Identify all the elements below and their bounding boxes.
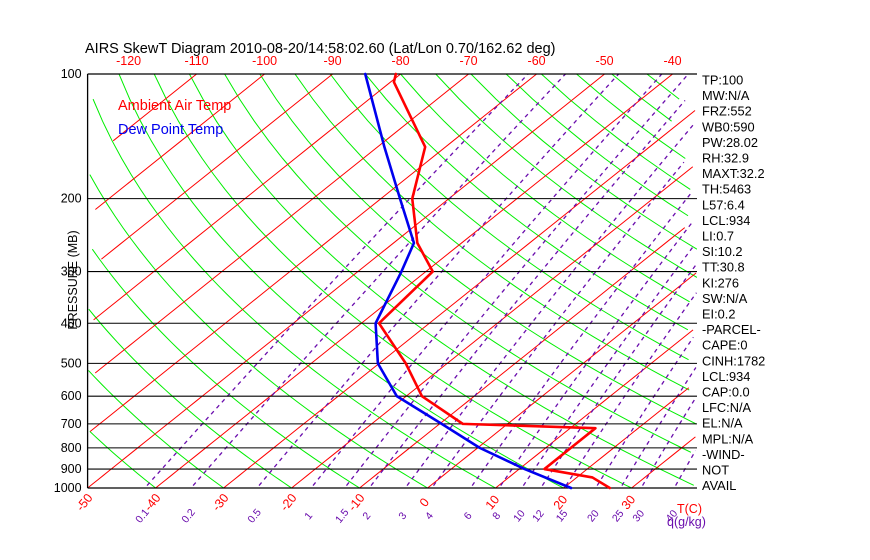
svg-text:-WIND-: -WIND-	[702, 447, 745, 462]
svg-text:LI:0.7: LI:0.7	[702, 229, 734, 244]
svg-text:NOT: NOT	[702, 463, 729, 478]
svg-text:SW:N/A: SW:N/A	[702, 291, 748, 306]
svg-text:MPL:N/A: MPL:N/A	[702, 431, 754, 446]
svg-text:q(g/kg): q(g/kg)	[667, 515, 706, 529]
svg-text:LCL:934: LCL:934	[702, 369, 750, 384]
svg-text:AVAIL: AVAIL	[702, 478, 736, 493]
svg-text:Dew Point Temp: Dew Point Temp	[118, 122, 223, 138]
svg-text:MW:N/A: MW:N/A	[702, 88, 750, 103]
svg-text:EL:N/A: EL:N/A	[702, 416, 743, 431]
svg-text:AIRS SkewT Diagram 2010-08-20/: AIRS SkewT Diagram 2010-08-20/14:58:02.6…	[85, 41, 556, 57]
svg-text:-50: -50	[596, 54, 614, 68]
svg-text:CAP:0.0: CAP:0.0	[702, 385, 750, 400]
svg-text:CAPE:0: CAPE:0	[702, 338, 748, 353]
svg-text:WB0:590: WB0:590	[702, 119, 755, 134]
svg-text:RH:32.9: RH:32.9	[702, 151, 749, 166]
svg-text:-PARCEL-: -PARCEL-	[702, 322, 761, 337]
svg-text:CINH:1782: CINH:1782	[702, 353, 765, 368]
svg-text:L57:6.4: L57:6.4	[702, 197, 745, 212]
svg-text:SI:10.2: SI:10.2	[702, 244, 743, 259]
svg-text:Ambient Air Temp: Ambient Air Temp	[118, 98, 231, 114]
svg-text:KI:276: KI:276	[702, 275, 739, 290]
svg-text:500: 500	[61, 356, 82, 370]
svg-text:FRZ:552: FRZ:552	[702, 104, 752, 119]
svg-text:200: 200	[61, 192, 82, 206]
svg-text:MAXT:32.2: MAXT:32.2	[702, 166, 765, 181]
svg-text:TP:100: TP:100	[702, 73, 743, 88]
svg-text:700: 700	[61, 417, 82, 431]
svg-text:TT:30.8: TT:30.8	[702, 260, 745, 275]
svg-text:600: 600	[61, 389, 82, 403]
svg-text:TH:5463: TH:5463	[702, 182, 751, 197]
svg-text:LCL:934: LCL:934	[702, 213, 750, 228]
svg-text:1000: 1000	[54, 481, 82, 495]
svg-text:PW:28.02: PW:28.02	[702, 135, 758, 150]
svg-text:-40: -40	[664, 54, 682, 68]
svg-text:900: 900	[61, 462, 82, 476]
svg-text:T(C): T(C)	[677, 502, 702, 516]
svg-text:800: 800	[61, 441, 82, 455]
svg-text:100: 100	[61, 67, 82, 81]
svg-text:EI:0.2: EI:0.2	[702, 307, 735, 322]
svg-text:PRESSURE (MB): PRESSURE (MB)	[66, 230, 80, 329]
svg-text:LFC:N/A: LFC:N/A	[702, 400, 752, 415]
